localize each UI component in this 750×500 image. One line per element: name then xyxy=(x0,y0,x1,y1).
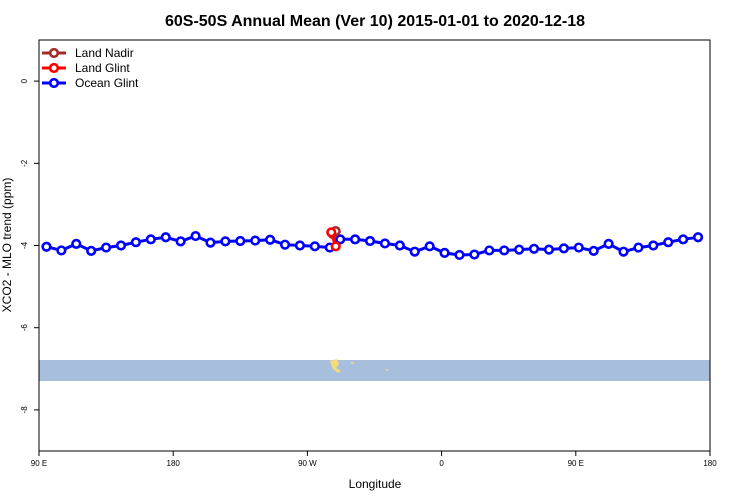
data-point xyxy=(175,236,186,247)
data-point xyxy=(41,241,52,252)
data-point xyxy=(678,234,689,245)
data-point xyxy=(350,234,361,245)
legend-label: Land Nadir xyxy=(75,46,134,60)
chart-title: 60S-50S Annual Mean (Ver 10) 2015-01-01 … xyxy=(165,13,585,30)
data-point xyxy=(205,237,216,248)
x-axis: 90 E 180 90 W 0 90 E 180 xyxy=(31,451,717,468)
data-point xyxy=(603,238,614,249)
x-tick-label: 180 xyxy=(167,459,181,468)
x-tick-label: 90 E xyxy=(568,459,584,468)
y-axis-label: XCO2 - MLO trend (ppm) xyxy=(0,178,14,313)
legend-swatch-marker xyxy=(48,62,60,74)
series-layer xyxy=(41,226,704,261)
data-point xyxy=(573,242,584,253)
x-tick-label: 0 xyxy=(439,459,444,468)
y-axis: 0 -2 -4 -6 -8 xyxy=(20,78,39,413)
data-point xyxy=(558,243,569,254)
data-point xyxy=(160,232,171,243)
x-tick-label: 180 xyxy=(703,459,717,468)
data-point xyxy=(648,240,659,251)
data-point xyxy=(424,241,435,252)
data-point xyxy=(514,244,525,255)
legend-item-land-nadir: Land Nadir xyxy=(42,46,134,60)
data-point xyxy=(469,249,480,260)
data-point xyxy=(294,240,306,251)
data-point xyxy=(499,245,510,256)
data-point xyxy=(439,247,450,258)
data-point xyxy=(115,240,127,251)
legend-label: Land Glint xyxy=(75,61,130,75)
y-tick-label: 0 xyxy=(20,78,29,83)
data-point xyxy=(86,245,97,256)
legend-label: Ocean Glint xyxy=(75,76,139,90)
data-point xyxy=(309,241,320,252)
data-point xyxy=(692,232,704,243)
map-land-islands xyxy=(386,369,388,371)
data-point xyxy=(379,238,391,249)
data-point xyxy=(454,249,465,261)
data-point xyxy=(56,245,67,256)
data-point xyxy=(394,240,405,251)
data-point xyxy=(528,243,540,254)
y-tick-label: -4 xyxy=(20,241,29,249)
data-point xyxy=(71,238,82,249)
data-point xyxy=(663,237,674,248)
data-point xyxy=(618,246,629,257)
data-point xyxy=(588,245,599,256)
data-point xyxy=(330,241,341,252)
series-land-glint xyxy=(326,227,341,252)
x-tick-label: 90 W xyxy=(298,459,317,468)
series-ocean-glint xyxy=(41,230,704,261)
data-point xyxy=(130,237,142,248)
y-tick-label: -6 xyxy=(20,324,29,332)
data-point xyxy=(484,245,495,256)
y-tick-label: -2 xyxy=(20,159,29,167)
data-point xyxy=(409,246,420,257)
data-point xyxy=(633,242,644,253)
legend-item-land-glint: Land Glint xyxy=(42,61,130,75)
data-point xyxy=(364,235,376,247)
data-point xyxy=(100,242,112,253)
data-point xyxy=(250,235,261,246)
map-strip xyxy=(39,359,710,381)
data-point xyxy=(543,244,555,255)
legend-swatch-marker xyxy=(48,47,60,59)
data-point xyxy=(279,239,291,250)
y-tick-label: -8 xyxy=(20,406,29,414)
data-point xyxy=(335,234,346,245)
data-point xyxy=(220,236,231,247)
x-axis-label: Longitude xyxy=(349,477,402,491)
legend-item-ocean-glint: Ocean Glint xyxy=(42,76,139,90)
map-land-islands xyxy=(351,362,354,364)
map-land-south-america xyxy=(330,359,341,373)
map-ocean-band xyxy=(39,360,710,381)
legend-swatch-marker xyxy=(48,77,60,89)
data-point xyxy=(145,234,156,245)
data-point xyxy=(265,234,276,245)
x-tick-label: 90 E xyxy=(31,459,47,468)
data-point xyxy=(235,235,246,247)
data-point xyxy=(190,230,201,242)
data-point xyxy=(326,227,337,238)
